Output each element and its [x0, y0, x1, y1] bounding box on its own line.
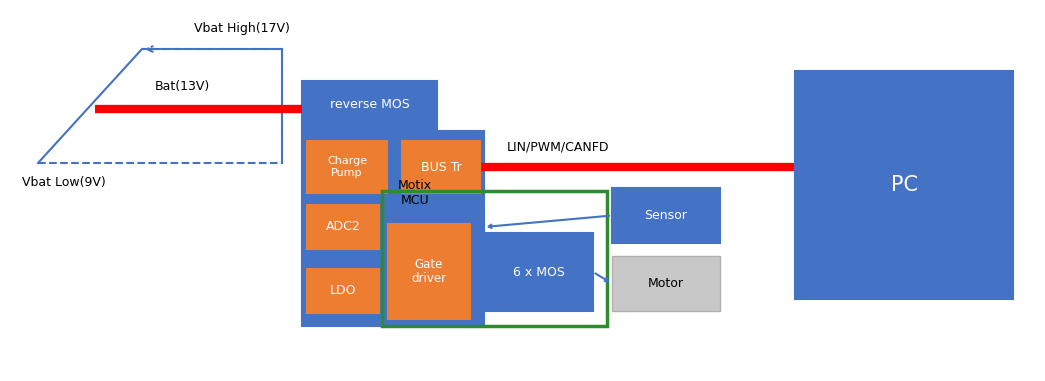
- Text: Vbat High(17V): Vbat High(17V): [194, 22, 289, 35]
- Bar: [302, 81, 437, 129]
- Bar: [302, 131, 484, 326]
- Bar: [307, 141, 387, 193]
- Text: Vbat Low(9V): Vbat Low(9V): [22, 176, 106, 189]
- Text: reverse MOS: reverse MOS: [329, 99, 410, 112]
- Text: Gate
driver: Gate driver: [412, 258, 446, 285]
- Bar: [612, 256, 720, 311]
- Text: ADC2: ADC2: [326, 221, 361, 234]
- Text: Charge
Pump: Charge Pump: [327, 156, 367, 178]
- Bar: [307, 205, 379, 249]
- Text: Sensor: Sensor: [645, 209, 688, 222]
- Text: LDO: LDO: [330, 285, 356, 298]
- Bar: [307, 269, 379, 313]
- Bar: [795, 71, 1013, 299]
- Text: Bat(13V): Bat(13V): [155, 80, 210, 93]
- Text: PC: PC: [890, 175, 918, 195]
- Text: LIN/PWM/CANFD: LIN/PWM/CANFD: [507, 140, 609, 153]
- Bar: [388, 224, 470, 319]
- Bar: [612, 188, 720, 243]
- Bar: [485, 233, 593, 311]
- Text: Motix
MCU: Motix MCU: [398, 179, 432, 207]
- Text: Motor: Motor: [648, 277, 684, 290]
- Text: 6 x MOS: 6 x MOS: [513, 266, 565, 279]
- Text: BUS Tr: BUS Tr: [421, 160, 462, 173]
- Bar: [402, 141, 480, 193]
- Bar: [382, 191, 607, 326]
